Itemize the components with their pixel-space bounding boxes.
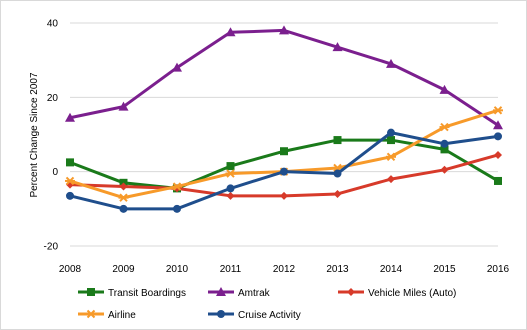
data-point bbox=[280, 191, 288, 200]
legend: Transit Boardings Amtrak Vehicle Miles (Au… bbox=[78, 287, 456, 321]
data-point bbox=[493, 106, 503, 115]
data-point bbox=[387, 128, 395, 137]
y-axis-label: Percent Change Since 2007 bbox=[29, 72, 40, 198]
legend-label: Cruise Activity bbox=[238, 310, 301, 321]
data-point bbox=[333, 169, 342, 178]
data-point bbox=[494, 132, 502, 141]
data-point bbox=[225, 169, 236, 178]
data-point bbox=[226, 162, 235, 171]
y-tick-label: -20 bbox=[44, 242, 59, 253]
legend-marker bbox=[216, 287, 226, 296]
legend-label: Airline bbox=[108, 310, 136, 321]
data-point bbox=[280, 167, 288, 176]
data-point bbox=[225, 27, 236, 37]
x-tick-label: 2011 bbox=[220, 264, 242, 275]
legend-marker bbox=[217, 310, 225, 318]
data-point bbox=[226, 184, 235, 193]
data-point bbox=[66, 191, 74, 200]
data-point bbox=[387, 175, 395, 184]
series-cruise-activity bbox=[66, 128, 502, 213]
x-tick-label: 2014 bbox=[380, 264, 403, 275]
x-tick-label: 2013 bbox=[326, 264, 349, 275]
series-lines bbox=[65, 25, 503, 213]
legend-item: Transit Boardings bbox=[78, 288, 186, 299]
legend-item: Cruise Activity bbox=[208, 310, 301, 321]
data-point bbox=[493, 120, 503, 130]
data-point bbox=[440, 139, 449, 148]
x-tick-label: 2012 bbox=[273, 264, 296, 275]
data-point bbox=[440, 165, 449, 174]
legend-marker bbox=[86, 309, 96, 319]
data-point bbox=[386, 152, 396, 162]
data-point bbox=[172, 62, 182, 72]
y-tick-label: 20 bbox=[47, 93, 59, 104]
legend-marker bbox=[87, 288, 95, 296]
x-tick-label: 2015 bbox=[433, 264, 456, 275]
data-point bbox=[332, 42, 343, 52]
data-point bbox=[279, 25, 289, 35]
y-tick-label: 40 bbox=[47, 19, 59, 30]
data-point bbox=[119, 204, 128, 213]
data-point bbox=[494, 150, 502, 159]
data-point bbox=[119, 182, 128, 191]
x-tick-label: 2016 bbox=[487, 264, 510, 275]
data-point bbox=[118, 101, 129, 111]
data-point bbox=[386, 58, 396, 68]
legend-item: Airline bbox=[78, 309, 136, 321]
x-tick-label: 2010 bbox=[166, 264, 189, 275]
data-point bbox=[65, 176, 75, 186]
x-tick-label: 2008 bbox=[59, 264, 82, 275]
x-tick-label: 2009 bbox=[112, 264, 135, 275]
y-axis-ticks: 40 20 0 -20 bbox=[44, 19, 59, 253]
data-point bbox=[172, 182, 182, 191]
legend-item: Vehicle Miles (Auto) bbox=[338, 288, 456, 299]
data-point bbox=[280, 147, 288, 156]
data-point bbox=[440, 145, 449, 154]
data-point bbox=[439, 84, 450, 94]
data-point bbox=[226, 191, 235, 200]
series-amtrak bbox=[65, 25, 503, 130]
data-point bbox=[494, 176, 502, 185]
legend-item: Amtrak bbox=[208, 287, 271, 299]
legend-label: Vehicle Miles (Auto) bbox=[368, 288, 456, 299]
data-point bbox=[173, 204, 181, 213]
data-point bbox=[333, 136, 342, 145]
data-point bbox=[439, 122, 450, 132]
data-point bbox=[65, 112, 75, 122]
data-point bbox=[333, 189, 342, 198]
legend-label: Transit Boardings bbox=[108, 288, 186, 299]
y-tick-label: 0 bbox=[52, 167, 58, 178]
data-point bbox=[66, 158, 74, 167]
data-point bbox=[387, 136, 395, 145]
x-axis-ticks: 2008 2009 2010 2011 2012 2013 2014 2015 2016 bbox=[59, 264, 510, 275]
legend-label: Amtrak bbox=[238, 288, 271, 299]
data-point bbox=[118, 193, 129, 202]
legend-marker bbox=[347, 288, 355, 296]
